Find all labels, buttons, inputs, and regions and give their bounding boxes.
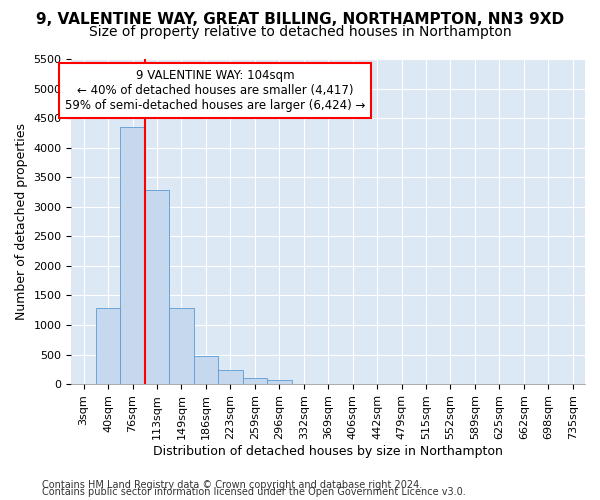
Bar — [145, 190, 169, 384]
Text: Contains HM Land Registry data © Crown copyright and database right 2024.: Contains HM Land Registry data © Crown c… — [42, 480, 422, 490]
X-axis label: Distribution of detached houses by size in Northampton: Distribution of detached houses by size … — [153, 444, 503, 458]
Text: 9 VALENTINE WAY: 104sqm
← 40% of detached houses are smaller (4,417)
59% of semi: 9 VALENTINE WAY: 104sqm ← 40% of detache… — [65, 69, 365, 112]
Text: Size of property relative to detached houses in Northampton: Size of property relative to detached ho… — [89, 25, 511, 39]
Text: 9, VALENTINE WAY, GREAT BILLING, NORTHAMPTON, NN3 9XD: 9, VALENTINE WAY, GREAT BILLING, NORTHAM… — [36, 12, 564, 28]
Y-axis label: Number of detached properties: Number of detached properties — [15, 123, 28, 320]
Bar — [121, 127, 145, 384]
Bar — [267, 380, 292, 384]
Bar — [96, 308, 121, 384]
Bar — [194, 356, 218, 384]
Bar — [242, 378, 267, 384]
Bar — [218, 370, 242, 384]
Text: Contains public sector information licensed under the Open Government Licence v3: Contains public sector information licen… — [42, 487, 466, 497]
Bar — [169, 308, 194, 384]
